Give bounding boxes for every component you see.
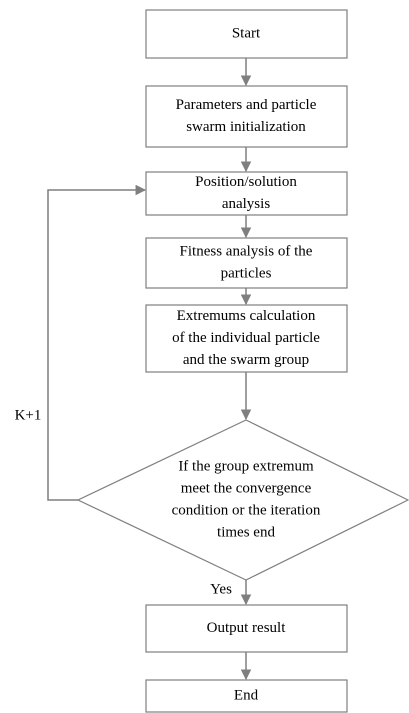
edge-label: Yes bbox=[210, 581, 232, 597]
node-label: of the individual particle bbox=[172, 330, 320, 346]
edge-label: K+1 bbox=[15, 407, 42, 423]
node-label: Position/solution bbox=[195, 174, 297, 190]
node-label: condition or the iteration bbox=[172, 502, 321, 518]
process-box bbox=[145, 85, 348, 148]
node-label: Extremums calculation bbox=[177, 308, 316, 324]
node-label: meet the convergence bbox=[181, 480, 312, 496]
node-label: Start bbox=[232, 25, 261, 41]
node-label: Parameters and particle bbox=[176, 97, 317, 113]
node-label: If the group extremum bbox=[178, 458, 314, 474]
node-labels: Start Parameters and particle swarm initia… bbox=[172, 25, 321, 703]
node-label: swarm initialization bbox=[186, 119, 306, 135]
node-label: Fitness analysis of the bbox=[180, 243, 313, 259]
node-label: Output result bbox=[207, 620, 287, 636]
node-label: analysis bbox=[222, 196, 270, 212]
node-label: End bbox=[234, 687, 259, 703]
end-box bbox=[145, 679, 348, 713]
start-box bbox=[145, 9, 348, 59]
decision-diamond bbox=[76, 419, 409, 581]
process-box bbox=[145, 171, 348, 216]
node-label: times end bbox=[217, 524, 275, 540]
node-label: and the swarm group bbox=[183, 352, 309, 368]
loop-arrow bbox=[47, 184, 147, 501]
node-label: particles bbox=[221, 265, 272, 281]
process-box bbox=[145, 304, 348, 373]
